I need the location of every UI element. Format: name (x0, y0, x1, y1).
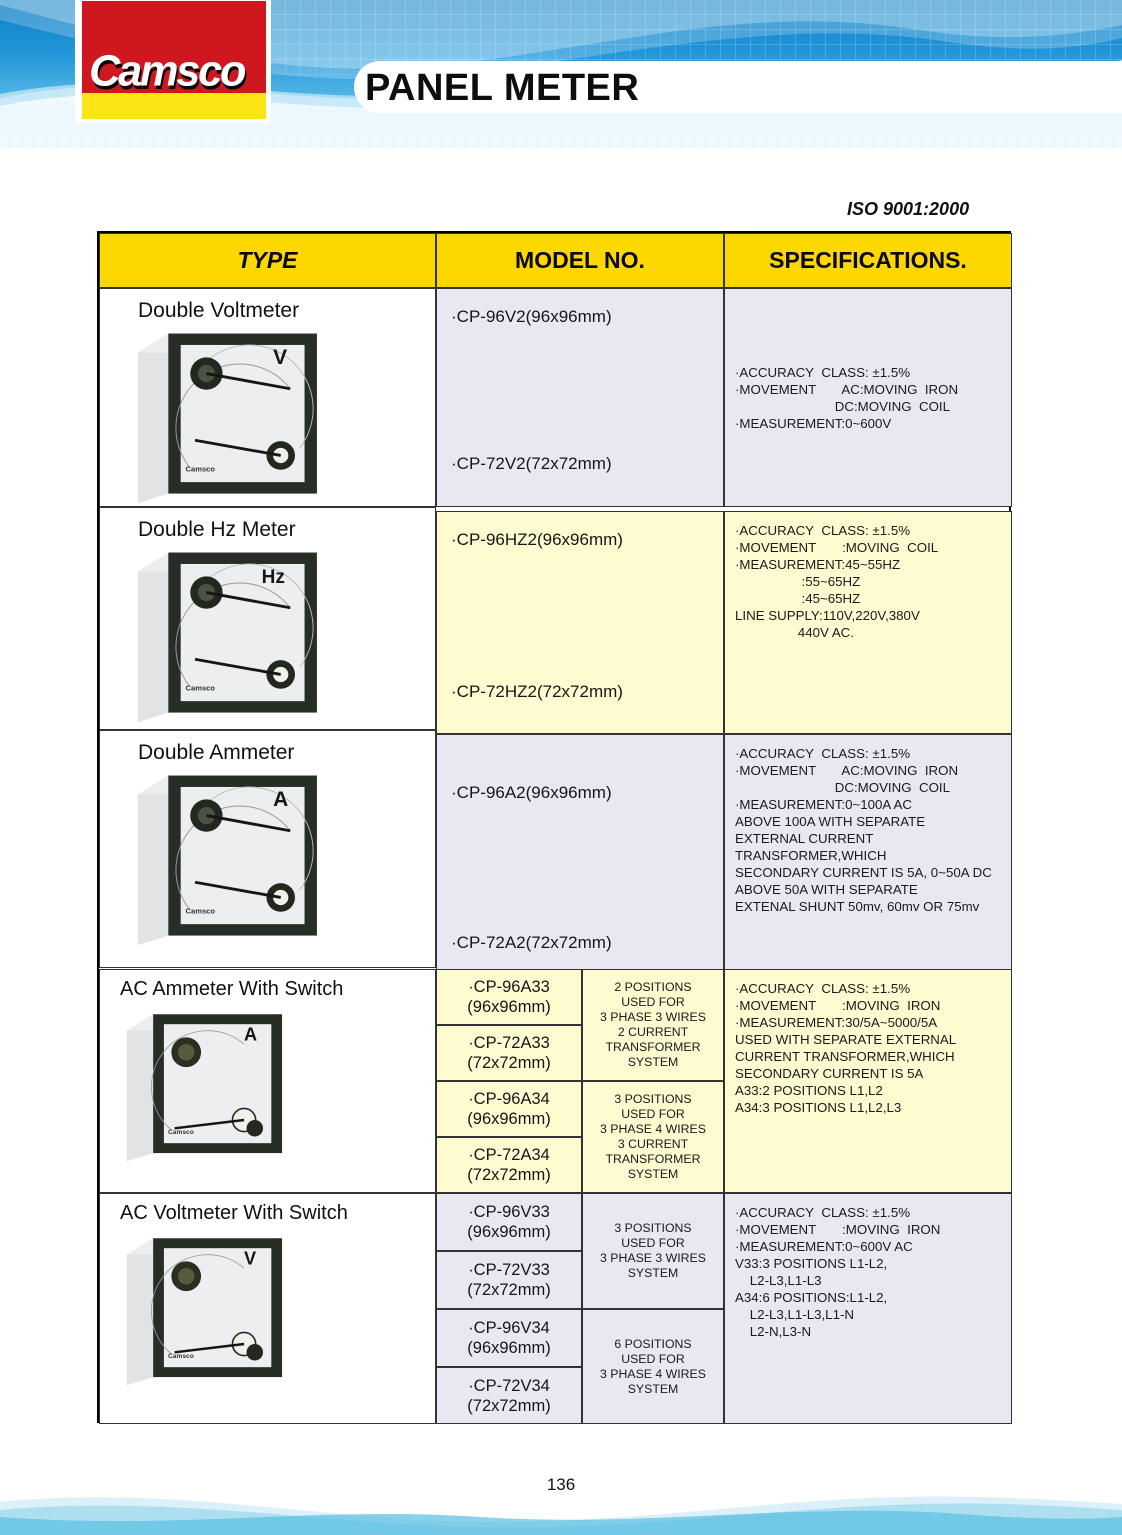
svg-text:Camsco: Camsco (185, 907, 215, 916)
svg-text:A: A (244, 1025, 257, 1045)
svg-text:V: V (244, 1249, 256, 1269)
svg-text:Camsco: Camsco (185, 684, 215, 693)
svg-text:Hz: Hz (262, 567, 285, 588)
svg-text:Camsco: Camsco (185, 465, 215, 474)
svg-text:Camsco: Camsco (89, 48, 246, 95)
svg-text:Camsco: Camsco (168, 1129, 194, 1136)
svg-text:V: V (273, 346, 287, 369)
svg-text:A: A (273, 788, 288, 811)
svg-text:Camsco: Camsco (168, 1353, 194, 1360)
